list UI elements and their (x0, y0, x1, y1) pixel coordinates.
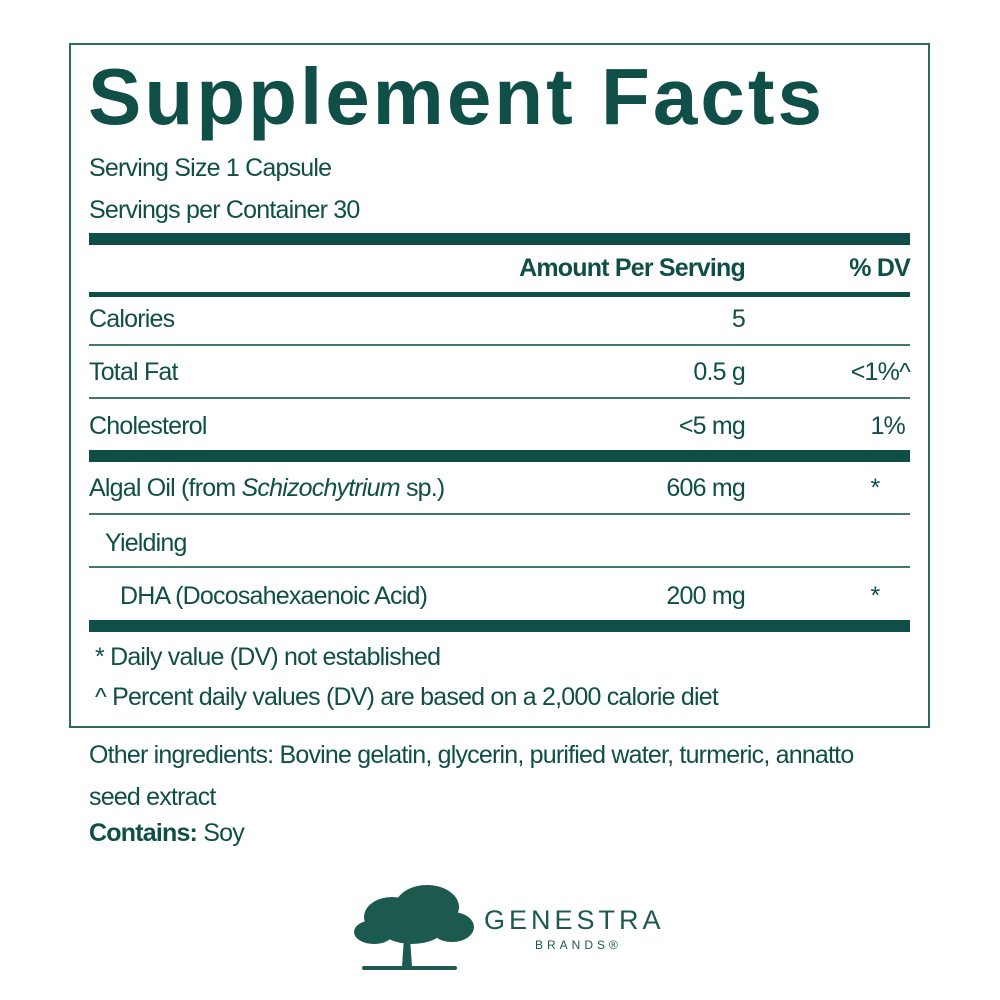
row-name: Calories (89, 305, 175, 333)
row-amount: 200 mg (666, 582, 745, 610)
row-amount: 5 (731, 305, 746, 333)
header-amount: Amount Per Serving (519, 254, 746, 282)
row-name-suffix: sp.) (399, 474, 445, 502)
row-name-italic: Schizochytrium (241, 474, 401, 502)
row-amount: 606 mg (666, 474, 745, 502)
divider-medium (89, 292, 910, 297)
row-name: Total Fat (89, 358, 178, 386)
row-amount: <5 mg (678, 412, 746, 440)
row-dv: * (870, 474, 881, 502)
brand-name: GENESTRA (484, 905, 665, 935)
page-title: Supplement Facts (88, 52, 826, 141)
row-name-prefix: Algal Oil (from (89, 474, 242, 502)
row-dv: <1%^ (850, 358, 911, 386)
row-dv: * (870, 582, 881, 610)
other-ingredients-cont: seed extract (89, 783, 216, 811)
row-name: Yielding (105, 529, 187, 557)
divider-thick (89, 233, 910, 245)
divider-thin (89, 397, 910, 399)
row-dv: 1% (870, 412, 905, 440)
row-name: Algal Oil (from Schizochytrium sp.) (89, 473, 445, 503)
contains-value: Soy (197, 819, 244, 847)
contains-label: Contains: (89, 819, 198, 847)
facts-panel-border (69, 43, 930, 728)
divider-thick (89, 620, 910, 632)
row-name: DHA (Docosahexaenoic Acid) (120, 582, 428, 610)
divider-thin (89, 566, 910, 568)
footnote: ^ Percent daily values (DV) are based on… (95, 683, 719, 711)
divider-thick (89, 450, 910, 462)
servings-per-container: Servings per Container 30 (89, 196, 360, 224)
header-dv: % DV (849, 254, 911, 282)
divider-thin (89, 513, 910, 515)
serving-size: Serving Size 1 Capsule (89, 154, 332, 182)
row-amount: 0.5 g (693, 358, 745, 386)
divider-thin (89, 344, 910, 346)
brand-sub: BRANDS® (535, 938, 622, 952)
other-ingredients: Other ingredients: Bovine gelatin, glyce… (89, 741, 854, 769)
contains: Contains: Soy (89, 818, 245, 848)
row-name: Cholesterol (89, 412, 207, 440)
tree-logo-icon (354, 885, 474, 970)
footnote: * Daily value (DV) not established (95, 643, 441, 671)
